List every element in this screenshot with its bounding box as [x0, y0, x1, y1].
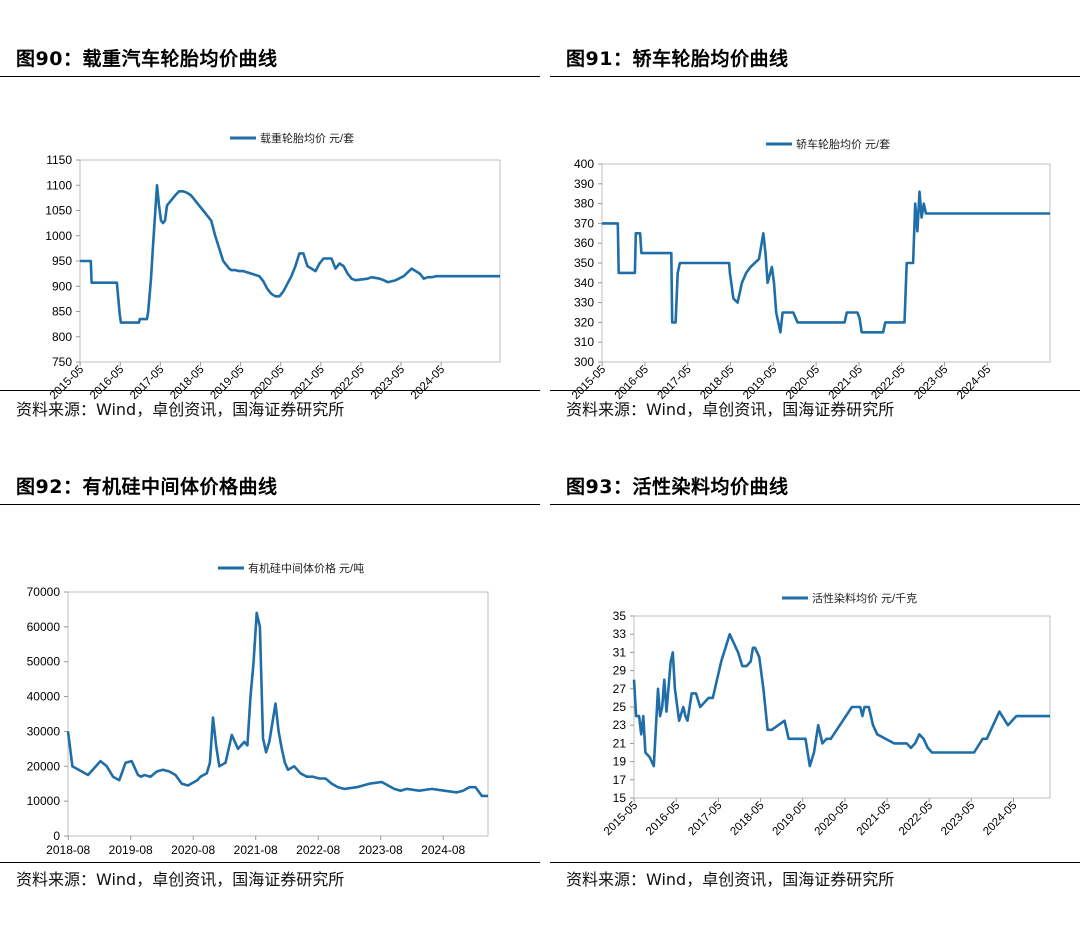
y-tick-label: 15: [613, 791, 627, 805]
chart-fig91: 轿车轮胎均价 元/套 300 310 320 330 340 350 360 370 380 390…: [570, 137, 1051, 402]
title-rule: [0, 504, 540, 505]
panel-fig90: 图90：载重汽车轮胎均价曲线 载重轮胎均价 元/套 750 800 850 900 950…: [0, 38, 540, 438]
legend-label: 载重轮胎均价 元/套: [260, 131, 354, 145]
y-tick-label: 330: [574, 296, 594, 310]
x-tick-label: 2022-08: [296, 843, 340, 857]
series-line: [602, 190, 1050, 334]
x-tick-label: 2021-05: [855, 800, 893, 838]
plot-frame: [67, 591, 489, 837]
title-rule: [550, 76, 1080, 77]
y-tick-label: 300: [574, 355, 594, 369]
source-note: 资料来源：Wind，卓创资讯，国海证券研究所: [566, 400, 895, 419]
plot-frame: [601, 163, 1051, 363]
y-tick-label: 40000: [27, 690, 61, 704]
y-tick-label: 1100: [46, 178, 72, 192]
y-tick-label: 360: [574, 236, 594, 250]
y-tick-label: 950: [52, 254, 72, 268]
x-tick-label: 2021-08: [234, 843, 278, 857]
figure-title: 图92：有机硅中间体价格曲线: [16, 476, 278, 498]
panel-fig93: 图93：活性染料均价曲线 活性染料均价 元/千克 15 17 19 21 23 25 27 29…: [550, 466, 1080, 906]
y-tick-label: 10000: [27, 794, 61, 808]
y-tick-label: 70000: [27, 585, 61, 599]
source-rule: [0, 390, 540, 391]
x-tick-label: 2018-05: [728, 800, 766, 838]
y-tick-label: 27: [613, 682, 627, 696]
figure-title: 图91：轿车轮胎均价曲线: [566, 48, 789, 70]
x-tick-label: 2020-08: [171, 843, 215, 857]
series-line: [632, 632, 1050, 768]
y-tick-label: 1150: [46, 153, 72, 167]
y-tick-label: 800: [52, 330, 72, 344]
y-tick-label: 50000: [27, 655, 61, 669]
x-tick-label: 2019-08: [109, 843, 153, 857]
legend-label: 轿车轮胎均价 元/套: [796, 137, 890, 151]
y-tick-label: 750: [52, 355, 72, 369]
legend-label: 有机硅中间体价格 元/吨: [248, 561, 364, 575]
y-tick-label: 1050: [45, 204, 72, 218]
source-rule: [0, 862, 540, 863]
x-tick-label: 2018-08: [46, 843, 90, 857]
y-tick-label: 900: [52, 279, 72, 293]
x-tick-label: 2023-05: [369, 364, 407, 402]
source-note: 资料来源：Wind，卓创资讯，国海证券研究所: [566, 870, 895, 889]
panel-fig91: 图91：轿车轮胎均价曲线 轿车轮胎均价 元/套 300 310 320 330 340 35…: [550, 38, 1080, 438]
source-rule: [550, 862, 1080, 863]
y-tick-label: 25: [613, 700, 627, 714]
plot-frame: [79, 159, 501, 363]
x-tick-label: 2024-05: [955, 364, 993, 402]
y-tick-label: 60000: [27, 620, 61, 634]
y-tick-label: 17: [613, 773, 627, 787]
x-tick-label: 2016-05: [644, 800, 682, 838]
y-tick-label: 33: [613, 627, 627, 641]
x-tick-label: 2020-05: [813, 800, 851, 838]
y-tick-label: 340: [574, 276, 594, 290]
x-tick-label: 2023-08: [359, 843, 403, 857]
series-line: [80, 184, 500, 324]
chart-fig93: 活性染料均价 元/千克 15 17 19 21 23 25 27 29 31 33 35 2015-05…: [602, 591, 1051, 838]
y-tick-label: 380: [574, 197, 594, 211]
y-tick-label: 1000: [45, 229, 72, 243]
x-tick-label: 2022-05: [897, 800, 935, 838]
y-tick-label: 31: [613, 645, 627, 659]
x-tick-label: 2017-05: [686, 800, 724, 838]
y-tick-label: 35: [613, 609, 627, 623]
y-tick-label: 20000: [27, 759, 61, 773]
figure-title: 图90：载重汽车轮胎均价曲线: [16, 48, 278, 70]
y-tick-label: 23: [613, 718, 627, 732]
source-note: 资料来源：Wind，卓创资讯，国海证券研究所: [16, 870, 345, 889]
panel-fig92: 图92：有机硅中间体价格曲线 有机硅中间体价格 元/吨 0 10000 20000 30…: [0, 466, 540, 906]
x-tick-label: 2023-05: [912, 364, 950, 402]
x-tick-label: 2024-05: [409, 364, 447, 402]
y-tick-label: 370: [574, 216, 594, 230]
chart-fig92: 有机硅中间体价格 元/吨 0 10000 20000 30000 40000 50000 60…: [27, 561, 489, 857]
y-tick-label: 310: [574, 335, 594, 349]
figure-title: 图93：活性染料均价曲线: [566, 476, 789, 498]
y-tick-label: 850: [52, 305, 72, 319]
x-tick-label: 2024-08: [421, 843, 465, 857]
y-tick-label: 400: [574, 157, 594, 171]
x-tick-label: 2015-05: [602, 800, 640, 838]
series-line: [66, 611, 488, 798]
y-tick-label: 21: [613, 736, 627, 750]
title-rule: [0, 76, 540, 77]
y-tick-label: 350: [574, 256, 594, 270]
y-tick-label: 390: [574, 177, 594, 191]
source-note: 资料来源：Wind，卓创资讯，国海证券研究所: [16, 400, 345, 419]
y-tick-label: 29: [613, 664, 627, 678]
plot-frame: [633, 615, 1051, 799]
chart-fig90: 载重轮胎均价 元/套 750 800 850 900 950 1000 1050 1100 115…: [45, 131, 501, 402]
y-tick-label: 30000: [27, 724, 61, 738]
y-tick-label: 0: [53, 829, 60, 843]
title-rule: [550, 504, 1080, 505]
y-tick-label: 19: [613, 755, 627, 769]
legend-label: 活性染料均价 元/千克: [812, 591, 917, 605]
x-tick-label: 2023-05: [939, 800, 977, 838]
x-tick-label: 2024-05: [981, 800, 1019, 838]
source-rule: [550, 390, 1080, 391]
x-tick-label: 2019-05: [771, 800, 809, 838]
y-tick-label: 320: [574, 315, 594, 329]
